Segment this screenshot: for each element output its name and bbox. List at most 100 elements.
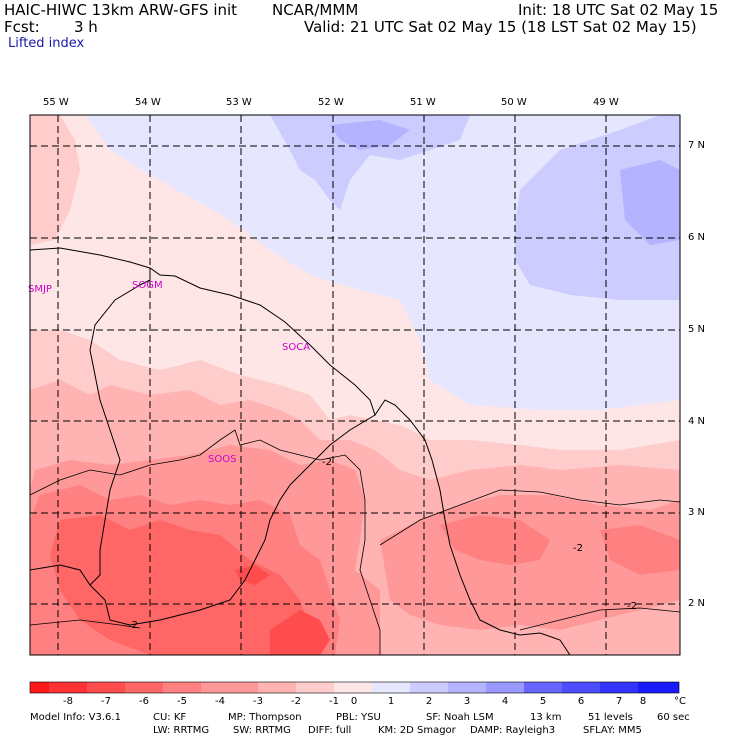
colorbar-cell bbox=[277, 682, 296, 693]
model-title: HAIC-HIWC 13km ARW-GFS init bbox=[4, 1, 238, 19]
mp-scheme: MP: Thompson bbox=[228, 712, 302, 723]
lat-label: 4 N bbox=[688, 416, 706, 427]
sf-scheme: SF: Noah LSM bbox=[426, 712, 494, 723]
station-soca: SOCA bbox=[282, 342, 310, 353]
forecast-label: Fcst: bbox=[4, 18, 40, 36]
colorbar-cell bbox=[334, 682, 353, 693]
sw-scheme: SW: RRTMG bbox=[233, 725, 291, 736]
colorbar-label: 2 bbox=[426, 696, 432, 707]
lon-label: 54 W bbox=[135, 97, 161, 108]
contour-label: -2 bbox=[627, 601, 637, 612]
colorbar-cell bbox=[391, 682, 410, 693]
levels: 51 levels bbox=[588, 712, 633, 723]
colorbar-cell bbox=[220, 682, 239, 693]
model-version: Model Info: V3.6.1 bbox=[30, 712, 121, 723]
lw-scheme: LW: RRTMG bbox=[153, 725, 210, 736]
colorbar-cell bbox=[239, 682, 258, 693]
colorbar-label: -4 bbox=[215, 696, 225, 707]
field-name: Lifted index bbox=[8, 36, 85, 51]
station-sogm: SOGM bbox=[132, 280, 163, 291]
colorbar-cell bbox=[505, 682, 524, 693]
station-labels: SMJP SOGM SOCA SOOS bbox=[28, 280, 310, 465]
lon-label: 52 W bbox=[318, 97, 344, 108]
colorbar-cell bbox=[562, 682, 581, 693]
lat-lon-grid bbox=[30, 115, 680, 655]
lat-label: 3 N bbox=[688, 507, 706, 518]
lon-label: 51 W bbox=[410, 97, 436, 108]
colorbar-label: 0 bbox=[351, 696, 357, 707]
colorbar-cell bbox=[106, 682, 125, 693]
contour-label: -2 bbox=[128, 620, 138, 631]
init-time: Init: 18 UTC Sat 02 May 15 bbox=[518, 1, 719, 19]
damp-scheme: DAMP: Rayleigh3 bbox=[470, 725, 556, 736]
colorbar-label: -6 bbox=[139, 696, 149, 707]
colorbar-label: -2 bbox=[291, 696, 301, 707]
colorbar bbox=[29, 681, 680, 694]
colorbar-cell bbox=[144, 682, 163, 693]
lon-label: 53 W bbox=[226, 97, 252, 108]
station-soos: SOOS bbox=[208, 454, 236, 465]
field-pos3-band bbox=[330, 120, 680, 245]
lat-label: 7 N bbox=[688, 140, 706, 151]
colorbar-cell bbox=[49, 682, 68, 693]
colorbar-cell bbox=[372, 682, 391, 693]
lat-label: 5 N bbox=[688, 324, 706, 335]
valid-time: Valid: 21 UTC Sat 02 May 15 (18 LST Sat … bbox=[304, 18, 697, 36]
lon-label: 50 W bbox=[501, 97, 527, 108]
lifted-index-field bbox=[30, 115, 680, 655]
colorbar-label: -3 bbox=[253, 696, 263, 707]
colorbar-label: -7 bbox=[101, 696, 111, 707]
cu-scheme: CU: KF bbox=[153, 712, 187, 723]
colorbar-label: 8 bbox=[640, 696, 646, 707]
forecast-hour: 3 h bbox=[74, 18, 98, 36]
colorbar-cell bbox=[429, 682, 448, 693]
station-smjp: SMJP bbox=[28, 284, 52, 295]
colorbar-cell bbox=[163, 682, 182, 693]
colorbar-cell bbox=[638, 682, 658, 693]
colorbar-cell bbox=[68, 682, 87, 693]
colorbar-label: -5 bbox=[177, 696, 187, 707]
org-label: NCAR/MMM bbox=[272, 1, 359, 19]
colorbar-cell bbox=[448, 682, 467, 693]
colorbar-cell bbox=[543, 682, 562, 693]
contour-lines bbox=[29, 429, 681, 655]
coastline-borders bbox=[29, 247, 571, 656]
colorbar-cell bbox=[258, 682, 277, 693]
colorbar-label: -1 bbox=[329, 696, 339, 707]
lon-label: 55 W bbox=[43, 97, 69, 108]
colorbar-cell bbox=[581, 682, 600, 693]
lon-label: 49 W bbox=[593, 97, 619, 108]
colorbar-labels: -8 -7 -6 -5 -4 -3 -2 -1 0 1 2 3 4 5 6 7 … bbox=[63, 696, 686, 707]
km-scheme: KM: 2D Smagor bbox=[378, 725, 456, 736]
colorbar-label: 4 bbox=[502, 696, 508, 707]
field-neg5-band bbox=[50, 515, 310, 655]
colorbar-unit: °C bbox=[674, 696, 686, 707]
timestep: 60 sec bbox=[657, 712, 690, 723]
colorbar-label: 7 bbox=[616, 696, 622, 707]
colorbar-cell bbox=[87, 682, 106, 693]
colorbar-cell bbox=[182, 682, 201, 693]
contour-label: -2 bbox=[322, 457, 332, 468]
colorbar-label: 3 bbox=[464, 696, 470, 707]
contour-label: -2 bbox=[573, 543, 583, 554]
pbl-scheme: PBL: YSU bbox=[336, 712, 381, 723]
diff-scheme: DIFF: full bbox=[308, 725, 352, 736]
colorbar-label: 6 bbox=[578, 696, 584, 707]
field-pos2-band bbox=[270, 115, 680, 300]
colorbar-cell bbox=[125, 682, 144, 693]
colorbar-cell bbox=[467, 682, 486, 693]
field-neg6-band bbox=[235, 565, 330, 655]
colorbar-label: 1 bbox=[388, 696, 394, 707]
sflay-scheme: SFLAY: MM5 bbox=[583, 725, 642, 736]
resolution: 13 km bbox=[530, 712, 562, 723]
colorbar-cell bbox=[296, 682, 315, 693]
colorbar-cell bbox=[658, 682, 679, 693]
colorbar-cell bbox=[315, 682, 334, 693]
colorbar-cell bbox=[600, 682, 619, 693]
colorbar-cell bbox=[410, 682, 429, 693]
lat-label: 2 N bbox=[688, 598, 706, 609]
colorbar-cell bbox=[524, 682, 543, 693]
colorbar-cell bbox=[30, 682, 49, 693]
colorbar-cell bbox=[486, 682, 505, 693]
colorbar-cell bbox=[201, 682, 220, 693]
